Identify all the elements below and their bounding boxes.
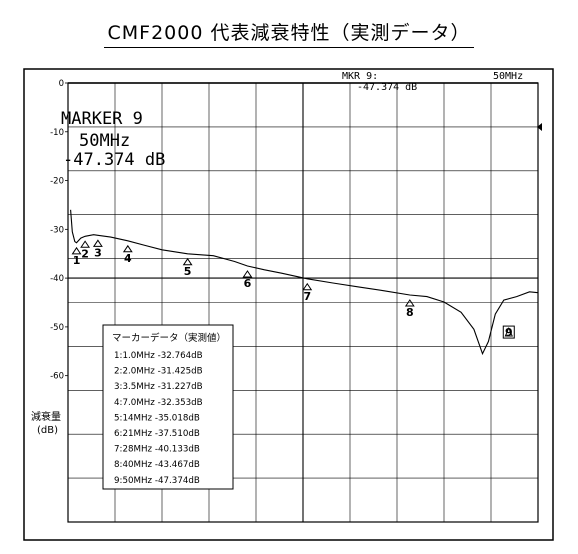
attenuation-trace: [70, 209, 539, 356]
y-tick-labels: 0 -10 -20 -30 -40 -50 -60: [50, 79, 68, 382]
marker-label: 7: [303, 290, 311, 303]
marker-4: 4: [122, 244, 133, 265]
marker-header-value: -47.374 dB: [357, 82, 417, 93]
y-tick-label: -60: [50, 372, 64, 382]
marker-readout-frequency: 50MHz: [79, 131, 130, 151]
outer-frame: [23, 68, 554, 541]
y-tick-label: -30: [50, 225, 64, 235]
marker-table-row: 2:2.0MHz -31.425dB: [114, 367, 203, 377]
marker-7: 7: [302, 282, 313, 303]
marker-8: 8: [404, 299, 415, 319]
y-tick-label: -50: [50, 323, 64, 333]
grid: [67, 82, 539, 523]
marker-triangle-icon: [504, 326, 513, 337]
marker-data-table: マーカーデータ（実測値） 1:1.0MHz -32.764dB 2:2.0MHz …: [102, 324, 234, 490]
marker-table-frame: [102, 324, 234, 490]
marker-label: 8: [406, 306, 414, 319]
marker-readout-level: -47.374 dB: [63, 150, 165, 170]
marker-6: 6: [242, 270, 253, 290]
marker-readout-title: MARKER 9: [61, 109, 143, 129]
chart-title-text: CMF2000 代表減衰特性（実測データ）: [103, 18, 475, 48]
trace-layer: [70, 209, 539, 356]
marker-triangle-icon: [242, 270, 253, 278]
marker-triangle-icon: [302, 282, 313, 291]
marker-triangle-icon: [122, 244, 133, 253]
y-tick-label: -40: [50, 274, 64, 284]
y-tick-label: 0: [59, 79, 64, 89]
y-axis-label-line1: 減衰量: [31, 410, 61, 423]
marker-table-row: 1:1.0MHz -32.764dB: [114, 351, 203, 361]
marker-label: 4: [124, 252, 132, 265]
marker-table-title: マーカーデータ（実測値）: [112, 332, 226, 344]
marker-layer: 12 3 4 5 6 7 8 9: [71, 239, 515, 339]
marker-9: 9: [502, 325, 515, 339]
y-tick-label: -10: [50, 128, 64, 138]
marker-label: 6: [244, 277, 252, 290]
marker-2: 2: [80, 240, 91, 260]
marker-label: 1: [73, 254, 81, 267]
y-axis-label-line2: (dB): [37, 425, 58, 436]
marker-table-row: 5:14MHz -35.018dB: [114, 413, 200, 423]
marker-table-row: 8:40MHz -43.467dB: [114, 460, 200, 470]
reference-level-arrow-icon: [537, 123, 542, 131]
marker-header-label: MKR 9:: [342, 71, 378, 82]
marker-table-row: 9:50MHz -47.374dB: [114, 476, 200, 486]
marker-label: 3: [94, 246, 102, 259]
marker-table-rows: 1:1.0MHz -32.764dB 2:2.0MHz -31.425dB 3:3.…: [114, 351, 203, 486]
marker-table-row: 4:7.0MHz -32.353dB: [114, 398, 203, 408]
marker-label: 5: [184, 265, 192, 278]
marker-label: 2: [81, 247, 89, 260]
marker-triangle-icon: [182, 257, 193, 266]
marker-triangle-icon: [404, 299, 415, 307]
marker-triangle-icon: [80, 240, 91, 248]
marker-3: 3: [92, 239, 103, 259]
active-marker-box: [502, 325, 515, 339]
marker-1: 1: [71, 246, 82, 267]
y-tick-label: -20: [50, 177, 64, 187]
marker-triangle-icon: [92, 239, 103, 247]
span-label: 50MHz: [493, 71, 523, 82]
marker-table-row: 7:28MHz -40.133dB: [114, 445, 200, 455]
chart-title: CMF2000 代表減衰特性（実測データ）: [0, 18, 578, 48]
marker-5: 5: [182, 257, 193, 278]
marker-label: 9: [505, 326, 513, 339]
marker-triangle-icon: [71, 246, 82, 255]
marker-table-row: 3:3.5MHz -31.227dB: [114, 382, 203, 392]
marker-table-row: 6:21MHz -37.510dB: [114, 429, 200, 439]
